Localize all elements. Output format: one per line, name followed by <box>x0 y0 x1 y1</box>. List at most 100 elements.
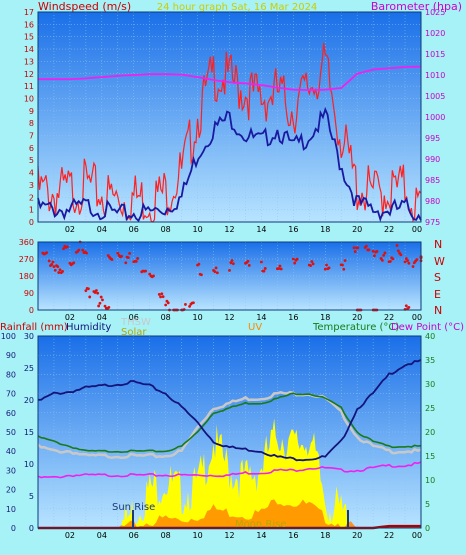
x-tick-label: 20 <box>352 531 362 540</box>
dewpoint-axis-title: Dew Point (°C) <box>391 322 464 333</box>
solar-label: Solar <box>121 327 147 338</box>
direction-series <box>41 240 423 312</box>
temperature-tick-label: 15 <box>425 452 435 461</box>
compass-label-w: W <box>434 255 445 268</box>
humidity-tick-label: 30 <box>24 332 34 341</box>
x-tick-label: 04 <box>97 313 107 322</box>
temperature-axes: 02 04 06 08 10 12 14 16 18 20 22 000102030405060708… <box>1 332 435 540</box>
direction-point <box>116 251 120 255</box>
barometer-tick-label: 980 <box>425 197 440 206</box>
barometer-axis-title: Barometer (hpa) <box>371 0 462 13</box>
direction-point <box>136 257 139 260</box>
direction-point <box>396 249 400 253</box>
direction-point <box>214 266 218 270</box>
x-tick-label: 06 <box>129 531 139 540</box>
direction-point <box>352 246 356 250</box>
series-gust <box>37 42 422 223</box>
direction-point <box>342 267 346 271</box>
windspeed-tick-label: 5 <box>29 156 34 165</box>
rainfall-tick-label: 50 <box>6 428 16 437</box>
temperature-tick-label: 25 <box>425 404 435 413</box>
humidity-tick-label: 5 <box>29 492 34 501</box>
direction-point <box>404 304 408 308</box>
direction-point <box>260 260 263 264</box>
x-tick-label: 08 <box>161 225 171 234</box>
direction-point <box>406 259 409 263</box>
direction-point <box>96 291 100 295</box>
direction-tick-label: 90 <box>24 289 34 298</box>
direction-point <box>291 257 295 261</box>
series-temperature <box>37 392 422 454</box>
x-tick-label: 00 <box>412 313 422 322</box>
rainfall-tick-label: 30 <box>6 466 16 475</box>
direction-point <box>192 301 195 305</box>
rainfall-tick-label: 10 <box>6 505 16 514</box>
direction-point <box>403 260 407 264</box>
barometer-tick-label: 1015 <box>425 50 445 59</box>
direction-point <box>395 244 399 247</box>
direction-point <box>51 260 55 264</box>
direction-point <box>50 263 54 266</box>
direction-point <box>197 262 201 266</box>
sunrise-label: Sun Rise <box>112 502 155 513</box>
direction-point <box>87 287 90 291</box>
rainfall-tick-label: 70 <box>6 390 16 399</box>
direction-point <box>72 261 76 265</box>
direction-point <box>365 244 368 248</box>
x-tick-label: 02 <box>65 531 75 540</box>
direction-point <box>231 262 235 266</box>
direction-point <box>57 271 61 274</box>
direction-point <box>341 263 344 267</box>
barometer-tick-label: 1020 <box>425 29 445 38</box>
direction-point <box>84 289 88 293</box>
temperature-axis-title: Temperature (°C) <box>312 322 399 333</box>
temperature-tick-label: 10 <box>425 476 435 485</box>
rainfall-tick-label: 80 <box>6 370 16 379</box>
direction-tick-label: 0 <box>29 306 34 315</box>
x-tick-label: 10 <box>192 313 202 322</box>
moonrise-marker: Moon Rise <box>235 510 349 530</box>
wind-grid <box>38 12 421 222</box>
direction-point <box>45 251 49 255</box>
temperature-tick-label: 5 <box>425 500 430 509</box>
direction-point <box>101 298 104 302</box>
direction-point <box>310 260 314 263</box>
series-thsw <box>37 390 422 460</box>
series-average <box>37 106 422 223</box>
temperature-tick-label: 20 <box>425 428 435 437</box>
direction-point <box>161 295 165 299</box>
x-tick-label: 04 <box>97 225 107 234</box>
x-tick-label: 06 <box>129 225 139 234</box>
windspeed-tick-label: 1 <box>29 206 34 215</box>
direction-point <box>81 248 85 252</box>
direction-point <box>295 257 299 261</box>
series-humidity <box>37 358 422 462</box>
x-tick-label: 20 <box>352 225 362 234</box>
direction-point <box>407 261 411 265</box>
direction-point <box>382 253 386 257</box>
rainfall-tick-label: 0 <box>11 524 16 533</box>
x-tick-label: 12 <box>224 313 234 322</box>
direction-point <box>415 258 419 262</box>
direction-point <box>103 304 107 308</box>
x-tick-label: 00 <box>412 531 422 540</box>
x-tick-label: 16 <box>288 531 298 540</box>
x-tick-label: 16 <box>288 225 298 234</box>
windspeed-tick-label: 9 <box>29 107 34 116</box>
x-tick-label: 08 <box>161 531 171 540</box>
direction-point <box>95 289 98 292</box>
windspeed-tick-label: 10 <box>24 94 34 103</box>
direction-tick-label: 270 <box>19 255 34 264</box>
barometer-tick-label: 1025 <box>425 8 445 17</box>
direction-point <box>399 253 403 257</box>
x-tick-label: 06 <box>129 313 139 322</box>
rainfall-tick-label: 60 <box>6 409 16 418</box>
direction-point <box>278 264 282 268</box>
humidity-axis-title: Humidity <box>66 322 111 333</box>
x-tick-label: 04 <box>97 531 107 540</box>
direction-point <box>388 259 392 263</box>
moonrise-label: Moon Rise <box>235 519 286 530</box>
humidity-tick-label: 20 <box>24 396 34 405</box>
direction-point <box>159 295 162 299</box>
